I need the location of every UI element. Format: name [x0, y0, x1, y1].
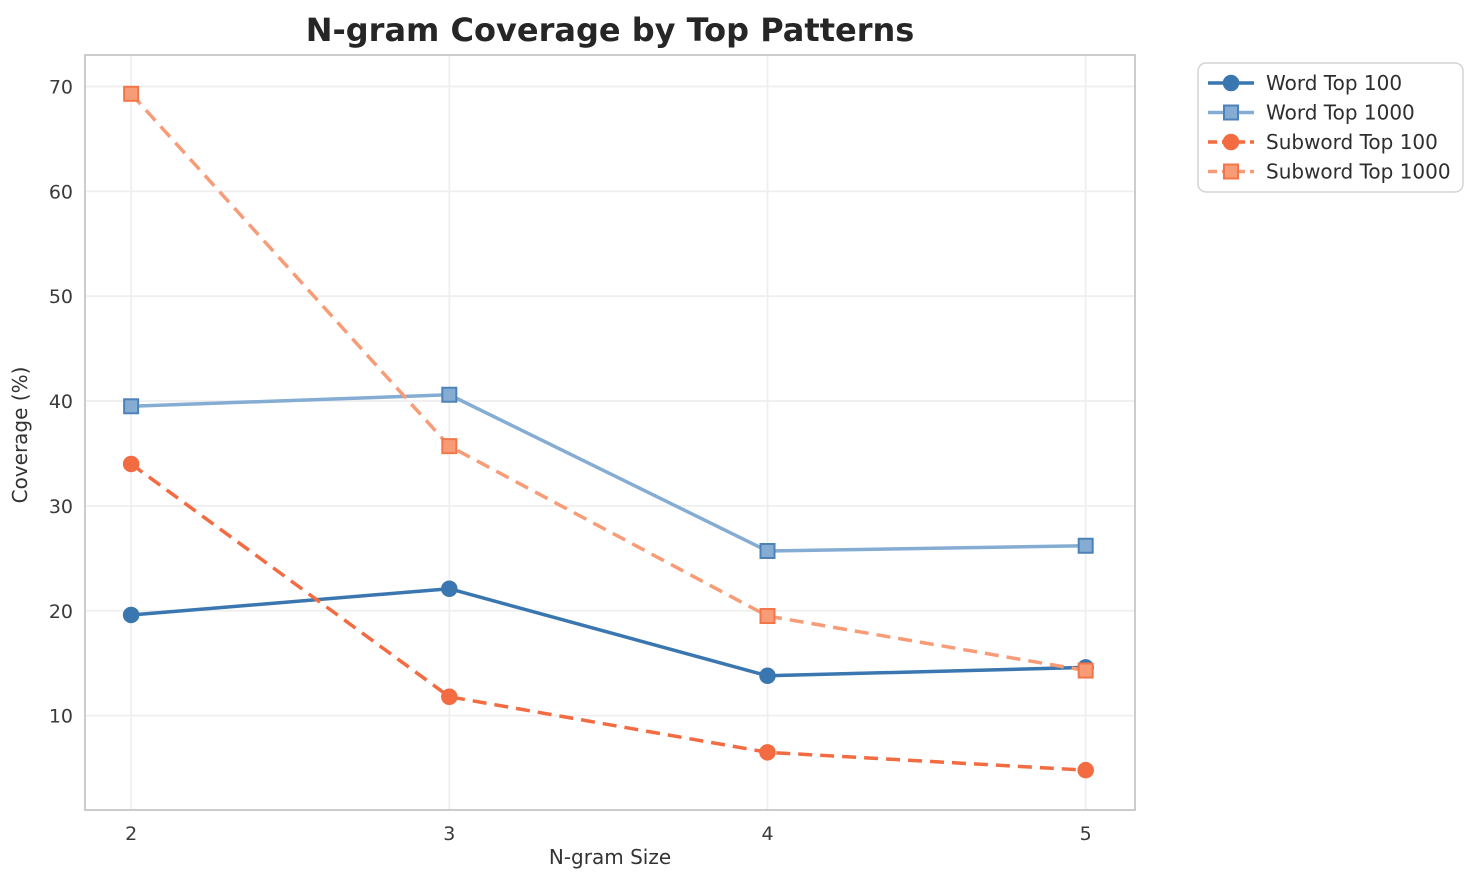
legend-label-subword-top-100: Subword Top 100	[1266, 130, 1438, 154]
series-line-subword-top-100	[130, 462, 1086, 772]
legend-box	[1197, 62, 1464, 193]
plot-border-layer	[84, 54, 1136, 811]
legend-label-word-top-100: Word Top 100	[1266, 71, 1402, 95]
x-axis-label: N-gram Size	[549, 845, 671, 869]
grid-layer	[85, 55, 1135, 810]
marker-subword-top-1000-x3	[441, 438, 458, 455]
series-subword-top-1000	[123, 85, 1094, 679]
y-tick-label-10: 10	[49, 706, 73, 728]
tick-label-layer: 10 20 30 40 50 60 70 2 3 4 5	[49, 76, 1092, 845]
marker-subword-top-100-x3	[441, 688, 458, 705]
legend: Word Top 100 Word Top 1000 Subword Top 100…	[1197, 62, 1464, 193]
series-line-word-top-1000	[131, 393, 1086, 553]
legend-item-subword-top-1000: Subword Top 1000	[1208, 160, 1451, 184]
marker-subword-top-1000-x2	[123, 85, 140, 102]
y-tick-label-30: 30	[49, 496, 73, 518]
marker-word-top-1000-x3	[441, 386, 458, 403]
x-tick-label-4: 4	[761, 823, 773, 845]
legend-marker-subword-top-1000	[1223, 163, 1239, 180]
legend-label-word-top-1000: Word Top 1000	[1266, 101, 1415, 125]
series-line-subword-top-1000	[129, 92, 1086, 673]
x-tick-label-3: 3	[443, 823, 455, 845]
y-tick-label-70: 70	[49, 76, 73, 98]
y-axis-label: Coverage (%)	[8, 367, 32, 504]
marker-word-top-1000-x4	[759, 542, 776, 559]
marker-subword-top-100-x2	[122, 455, 140, 473]
x-tick-label-2: 2	[125, 823, 137, 845]
marker-subword-top-1000-x5	[1077, 662, 1094, 679]
legend-item-word-top-100: Word Top 100	[1208, 71, 1402, 95]
series-line-word-top-100	[130, 586, 1086, 678]
marker-word-top-100-x3	[441, 580, 458, 597]
legend-label-subword-top-1000: Subword Top 1000	[1266, 160, 1451, 184]
y-tick-label-40: 40	[49, 391, 73, 413]
y-tick-label-50: 50	[49, 286, 73, 308]
legend-item-word-top-1000: Word Top 1000	[1208, 101, 1415, 125]
marker-word-top-1000-x5	[1077, 537, 1094, 554]
legend-marker-word-top-1000	[1223, 104, 1239, 121]
marker-subword-top-100-x4	[759, 744, 776, 761]
y-tick-label-20: 20	[49, 601, 73, 623]
series-subword-top-100	[122, 455, 1094, 779]
x-tick-label-5: 5	[1080, 823, 1092, 845]
marker-word-top-100-x4	[759, 667, 776, 685]
legend-item-subword-top-100: Subword Top 100	[1208, 130, 1438, 154]
marker-subword-top-1000-x4	[759, 608, 776, 625]
marker-word-top-100-x2	[122, 606, 140, 624]
y-tick-label-60: 60	[49, 181, 73, 203]
marker-word-top-1000-x2	[123, 398, 140, 415]
legend-marker-subword-top-100	[1222, 133, 1240, 151]
plot-border	[84, 54, 1136, 811]
chart-title: N-gram Coverage by Top Patterns	[306, 11, 915, 49]
series-word-top-1000	[123, 386, 1094, 559]
plot-background	[85, 55, 1135, 810]
series-layer	[122, 85, 1094, 779]
marker-subword-top-100-x5	[1077, 761, 1094, 779]
legend-marker-word-top-100	[1222, 74, 1240, 92]
